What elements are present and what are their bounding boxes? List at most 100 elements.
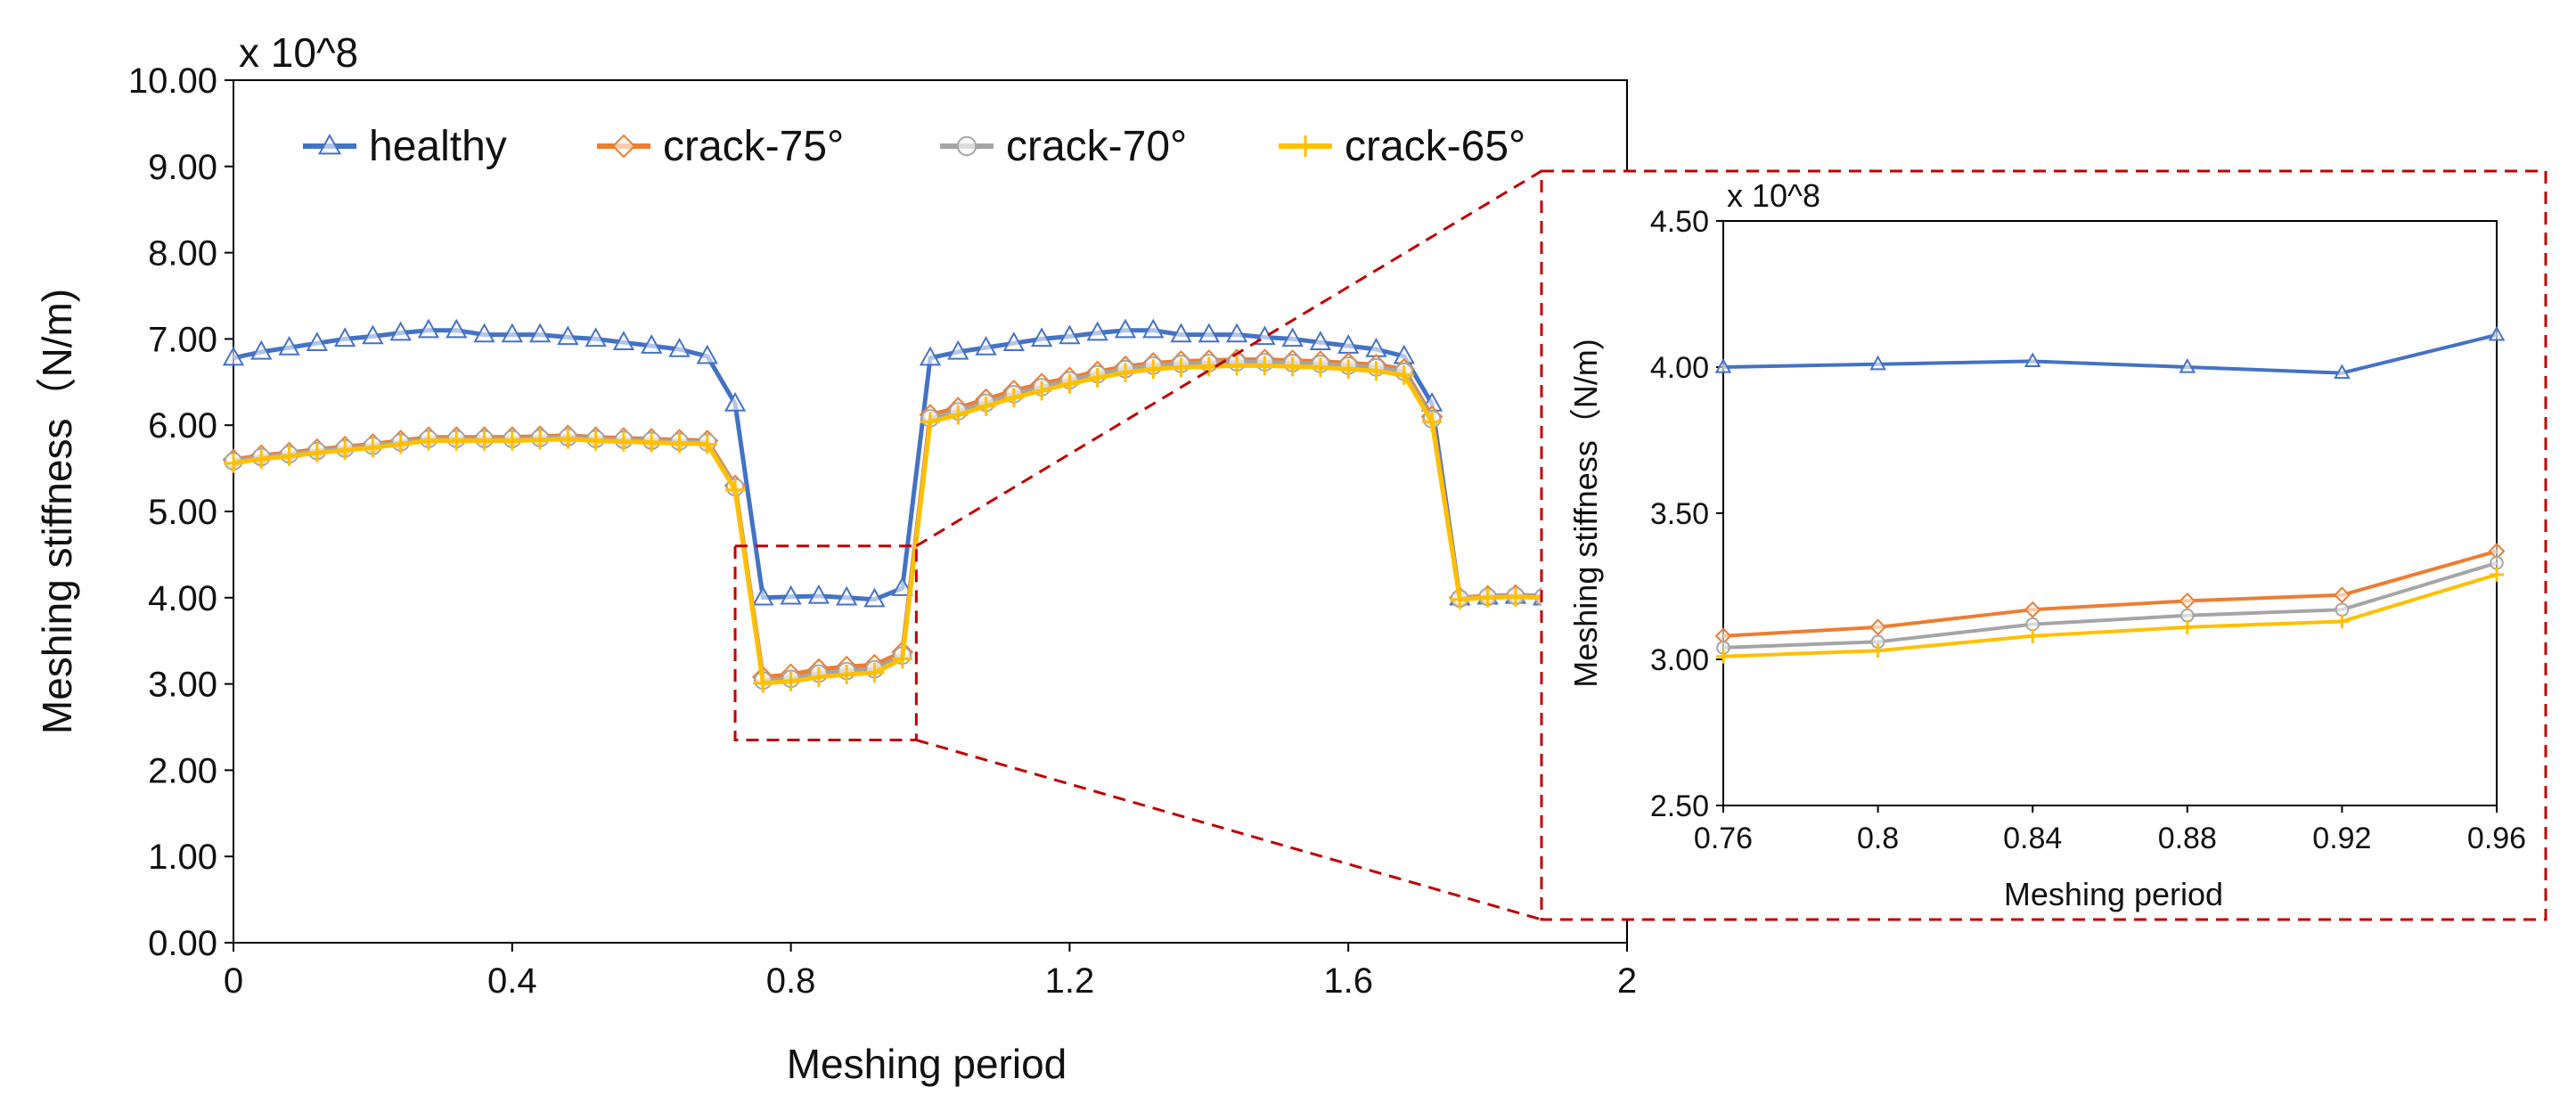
- main-x-tick-label: 1.2: [1045, 961, 1095, 1001]
- main-point-healthy: [528, 323, 552, 343]
- main-point-healthy: [222, 346, 245, 366]
- inset-x-tick-label: 0.8: [1857, 822, 1899, 855]
- main-x-tick-labels: 0 0.4 0.8 1.2 1.6 2: [224, 943, 1637, 1001]
- legend-item-crack-70: crack-70°: [940, 123, 1187, 170]
- main-point-crack-65: [1003, 388, 1024, 408]
- main-point-healthy: [585, 327, 607, 348]
- main-x-tick-label: 2: [1617, 961, 1637, 1001]
- main-point-crack-65: [224, 453, 243, 473]
- inset-point-crack-70: [2025, 617, 2040, 632]
- main-point-crack-65: [781, 671, 801, 691]
- main-plot-area: [233, 79, 1628, 944]
- main-point-healthy: [306, 331, 328, 351]
- main-x-tick-label: 1.6: [1323, 961, 1373, 1001]
- inset-point-crack-70: [2335, 602, 2350, 617]
- main-point-crack-65: [585, 430, 606, 451]
- main-point-crack-65: [307, 443, 327, 463]
- legend-item-healthy: healthy: [303, 123, 507, 170]
- main-point-crack-65: [558, 429, 578, 449]
- inset-y-tick-label: 2.50: [1650, 789, 1709, 823]
- main-point-crack-65: [1282, 356, 1303, 377]
- main-point-healthy: [975, 336, 997, 356]
- main-point-crack-65: [1422, 412, 1443, 432]
- main-point-crack-65: [1032, 380, 1052, 401]
- main-y-tick-label: 0.00: [148, 924, 217, 963]
- main-y-tick-label: 5.00: [148, 493, 217, 532]
- inset-series-crack-70: [1716, 555, 2504, 655]
- inset-y-tick-label: 4.00: [1650, 351, 1709, 385]
- main-point-healthy: [333, 327, 356, 348]
- inset-point-crack-70: [2490, 555, 2504, 570]
- inset-border: [1540, 169, 2547, 921]
- inset-point-healthy: [2179, 357, 2196, 373]
- main-point-crack-65: [1255, 356, 1275, 376]
- inset-y-tick-label: 4.50: [1650, 205, 1709, 239]
- main-point-healthy: [807, 584, 830, 604]
- main-line-crack-75: [233, 357, 1544, 680]
- main-series-crack-70: [224, 353, 1553, 691]
- inset-x-tick-label: 0.76: [1694, 822, 1753, 855]
- main-x-tick-label: 0.4: [487, 961, 537, 1001]
- main-point-healthy: [557, 325, 579, 346]
- main-x-tick-label: 0.8: [766, 961, 816, 1001]
- main-point-healthy: [362, 324, 384, 345]
- inset-point-crack-65: [2335, 614, 2350, 629]
- main-y-axis-label: Meshing stiffness（N/m): [34, 289, 80, 734]
- main-point-healthy: [724, 391, 747, 412]
- main-point-crack-65: [1143, 359, 1164, 380]
- inset-line-crack-75: [1722, 549, 2498, 638]
- main-x-axis-label: Meshing period: [787, 1041, 1067, 1087]
- main-multiplier-label: x 10^8: [239, 29, 358, 76]
- main-point-healthy: [250, 339, 273, 360]
- main-series-crack-65: [224, 356, 1554, 693]
- main-point-crack-65: [1505, 586, 1525, 607]
- main-point-crack-65: [669, 433, 690, 454]
- main-point-healthy: [891, 576, 913, 596]
- main-y-tick-label: 7.00: [148, 320, 217, 359]
- main-series-crack-75: [222, 348, 1555, 689]
- main-point-crack-65: [1310, 357, 1330, 378]
- inset-y-tick-labels: 2.50 3.00 3.50 4.00 4.50: [1650, 205, 1723, 823]
- legend-label: healthy: [369, 123, 507, 170]
- main-point-crack-65: [446, 430, 467, 451]
- main-point-healthy: [1142, 318, 1165, 339]
- main-point-healthy: [919, 346, 942, 366]
- legend-swatch-marker: [611, 134, 636, 159]
- legend-swatch-marker: [317, 133, 342, 155]
- main-point-crack-65: [474, 430, 495, 451]
- inset-series-healthy: [1714, 325, 2506, 380]
- main-point-crack-65: [1115, 363, 1135, 383]
- main-point-healthy: [947, 339, 969, 360]
- main-y-tick-label: 4.00: [148, 579, 217, 618]
- inset-x-tick-label: 0.88: [2158, 822, 2217, 855]
- inset-chart: 2.50 3.00 3.50 4.00 4.50 0.76 0.8 0.84 0.88 0.92…: [1540, 169, 2547, 921]
- inset-y-tick-label: 3.00: [1650, 643, 1709, 677]
- main-point-healthy: [696, 344, 718, 364]
- inset-point-crack-70: [2180, 609, 2195, 623]
- main-point-crack-65: [390, 434, 411, 454]
- inset-point-healthy: [2488, 325, 2506, 341]
- main-y-tick-label: 1.00: [148, 838, 217, 877]
- main-point-healthy: [473, 323, 495, 343]
- inset-point-crack-75: [2024, 601, 2041, 618]
- main-point-crack-65: [808, 666, 829, 687]
- main-point-crack-65: [725, 479, 746, 500]
- main-point-healthy: [1059, 324, 1081, 345]
- legend-item-crack-65: crack-65°: [1279, 123, 1525, 170]
- inset-line-crack-70: [1722, 560, 2498, 650]
- main-point-crack-65: [1450, 589, 1470, 609]
- inset-point-healthy: [2334, 364, 2351, 380]
- main-point-crack-65: [864, 663, 885, 683]
- main-y-tick-label: 8.00: [148, 234, 217, 274]
- main-line-crack-65: [233, 363, 1544, 686]
- inset-multiplier-label: x 10^8: [1727, 177, 1820, 214]
- main-point-crack-65: [363, 437, 383, 458]
- main-chart: 0.00 1.00 2.00 3.00 4.00 5.00 6.00 7.00 8.00 9.00…: [34, 29, 1637, 1087]
- main-point-crack-65: [1059, 373, 1080, 394]
- main-point-crack-65: [920, 412, 940, 432]
- main-point-healthy: [1309, 331, 1332, 350]
- main-point-healthy: [1002, 331, 1025, 351]
- inset-point-crack-65: [1870, 643, 1885, 658]
- inset-y-axis-label: Meshing stiffness（N/m): [1567, 339, 1604, 687]
- zoom-region-box: [733, 544, 918, 742]
